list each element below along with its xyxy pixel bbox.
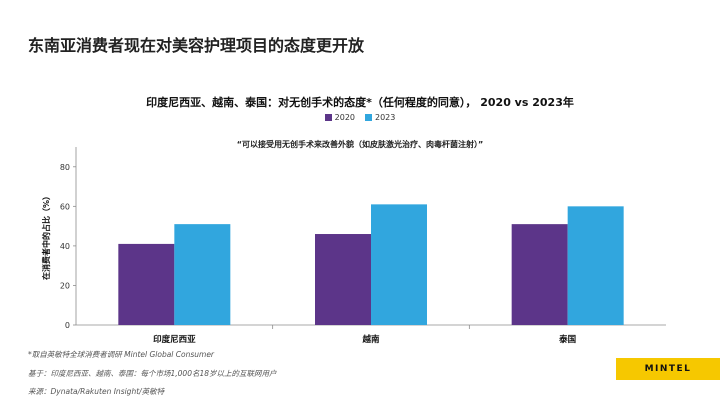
chart-title: 印度尼西亚、越南、泰国：对无创手术的态度*（任何程度的同意）， 2020 vs …: [146, 96, 574, 109]
mintel-logo: MINTEL: [616, 358, 720, 380]
y-tick-label: 40: [60, 242, 70, 251]
legend-item-2023: 2023: [365, 113, 395, 122]
legend-label-2020: 2020: [334, 113, 355, 122]
footnote-base: 基于：印度尼西亚、越南、泰国：每个市场1,000名18岁以上的互联网用户: [28, 369, 277, 378]
y-tick-label: 80: [60, 163, 70, 172]
footnote-source: 来源：Dynata/Rakuten Insight/英敏特: [28, 387, 165, 396]
legend-label-2023: 2023: [375, 113, 396, 122]
x-category-label: 越南: [361, 334, 380, 345]
chart-subtitle: “可以接受用无创手术来改善外貌（如皮肤激光治疗、肉毒杆菌注射）”: [236, 140, 484, 149]
bar-2023-1: [174, 224, 231, 325]
chart-legend: 2020 2023: [0, 113, 720, 122]
y-tick-label: 60: [60, 202, 70, 211]
x-category-label: 印度尼西亚: [153, 334, 196, 345]
legend-swatch-2023: [365, 114, 372, 121]
bar-2020-3: [511, 224, 568, 325]
x-category-label: 泰国: [558, 334, 576, 345]
y-tick-label: 20: [60, 281, 70, 290]
legend-swatch-2020: [324, 114, 332, 121]
page-title: 东南亚消费者现在对美容护理项目的态度更开放: [28, 36, 365, 55]
bar-2023-3: [567, 206, 624, 325]
legend-item-2020: 2020: [324, 113, 355, 122]
bar-2020-1: [118, 243, 175, 325]
bar-2020-2: [315, 234, 371, 325]
y-tick-label: 0: [65, 321, 70, 330]
footnote-source-survey: *取自英敏特全球消费者调研 Mintel Global Consumer: [28, 350, 215, 359]
bar-2023-2: [371, 204, 427, 325]
y-axis-title: 在消费者中的占比（%）: [41, 192, 51, 280]
